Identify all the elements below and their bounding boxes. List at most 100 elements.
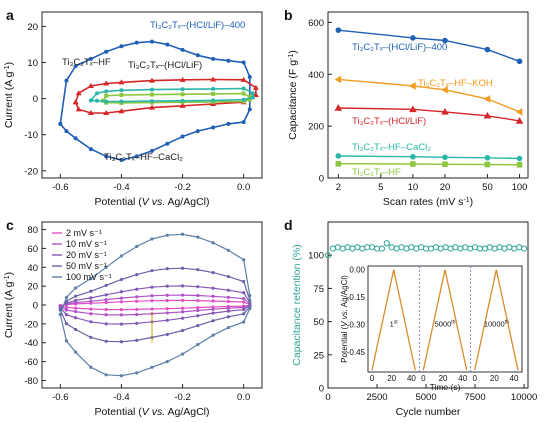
retention-point	[359, 245, 366, 252]
cv-point	[252, 84, 259, 90]
cv-rate-point	[89, 289, 93, 293]
cv-rate-point	[196, 314, 200, 318]
cv-rate-point	[242, 291, 246, 295]
retention-point	[329, 245, 337, 252]
cap-point	[515, 117, 524, 124]
cap-series-label-3: Ti₃C₂Tₓ–HF–CaCl₂	[352, 142, 431, 153]
cv-rate-point	[119, 322, 124, 326]
cv-rate-point	[74, 327, 78, 332]
inset-cycle-label-0: 1st	[390, 319, 399, 328]
x-tick-label: 50	[482, 182, 493, 193]
cv-rate-point	[150, 285, 154, 289]
y-tick-label: -20	[24, 319, 38, 330]
cv-point	[73, 64, 78, 69]
cv-rate-point	[226, 248, 230, 252]
y-tick-label: 0	[33, 301, 38, 312]
y-tick-label: -40	[24, 338, 38, 349]
cv-rate-point	[89, 312, 93, 316]
cv-point	[247, 97, 252, 102]
cv-rate-point	[135, 312, 139, 317]
retention-point	[383, 240, 390, 247]
cap-point	[516, 155, 523, 162]
x-tick-label: 2	[336, 182, 341, 193]
cv-point	[211, 86, 216, 91]
legend-label-4: 100 mV s⁻¹	[66, 272, 112, 282]
cv-rate-point	[242, 312, 246, 316]
cv-rate-point	[104, 265, 108, 269]
cv-rate-point	[242, 307, 246, 312]
cv-rate-point	[150, 307, 154, 311]
cv-rate-point	[211, 286, 215, 290]
panel-b-capacitance-chart: 2 5 10 20 50 100 0 200 400 600 Scan rates (mV s-1)…	[287, 11, 529, 208]
legend-label-1: 10 mV s⁻¹	[66, 239, 107, 249]
cv-rate-point	[74, 306, 78, 310]
cv-point	[104, 99, 109, 104]
cv-rate-point	[64, 313, 69, 317]
cv-rate-point	[150, 365, 154, 369]
cap-point	[335, 153, 342, 159]
cv-rate-point	[180, 316, 185, 320]
cv-point	[211, 91, 216, 96]
panel-a-cv-chart: -0.6 -0.4 -0.2 0.0 -20 -10 0 10 20 Potential (V v…	[3, 11, 263, 208]
cv-point	[211, 125, 216, 130]
cv-point	[88, 98, 93, 103]
retention-point	[506, 244, 513, 251]
cv-rate-point	[242, 258, 246, 262]
retention-point	[339, 245, 346, 252]
cap-point	[483, 111, 492, 119]
y-tick-label: 100	[308, 251, 324, 262]
cv-rate-point	[180, 306, 185, 310]
x-tick-label: -0.6	[52, 392, 68, 403]
y-tick-label: 200	[308, 122, 324, 133]
y-axis-label: Current (A g-1)	[3, 272, 15, 338]
y-tick-label: 40	[27, 263, 38, 274]
cv-rate-point	[165, 359, 169, 364]
cv-rate-point	[150, 294, 154, 298]
y-tick-label: 0	[319, 384, 324, 395]
cv-point	[149, 77, 155, 83]
cv-point	[134, 40, 139, 45]
cv-point	[88, 56, 93, 61]
cv-point	[211, 56, 216, 61]
cv-point	[75, 90, 82, 96]
cv-point	[64, 129, 69, 134]
x-tick-label: 0.0	[237, 182, 250, 193]
y-tick-label: 25	[313, 350, 324, 361]
inset-y-axis-label: Potential (V vs. Ag/AgCl)	[340, 275, 349, 363]
retention-point	[432, 244, 439, 251]
cap-point	[484, 46, 491, 53]
cap-point	[335, 27, 342, 33]
retention-point	[516, 244, 523, 251]
inset-y-tick-label: -0.45	[347, 348, 366, 357]
retention-point	[388, 244, 395, 251]
cv-rate-point	[180, 293, 185, 297]
cv-loop-1	[74, 78, 257, 114]
cv-rate-point	[135, 287, 139, 291]
cv-rate-point	[165, 267, 169, 271]
cv-point	[150, 99, 154, 104]
inset-x-tick-label: 0	[421, 374, 426, 383]
cv-rate-point	[211, 241, 215, 245]
cv-point	[165, 141, 170, 146]
cv-rate-point	[89, 320, 93, 324]
inset-x-tick-label: 40	[510, 374, 519, 383]
series-label-cacl2: Ti₃C₂Tₓ–HF–CaCl₂	[104, 152, 183, 163]
y-tick-label: 80	[27, 225, 38, 236]
cv-rate-point	[196, 285, 200, 289]
cv-point	[103, 110, 110, 116]
cv-rate-point	[196, 235, 200, 239]
cv-rate-point	[135, 295, 139, 299]
plot-frame	[327, 221, 529, 389]
cv-rate-point	[104, 373, 108, 377]
cv-rate-point	[226, 309, 230, 313]
cv-rate-point	[104, 307, 108, 312]
cv-rate-point	[119, 313, 124, 317]
cv-point	[195, 53, 200, 58]
cap-point	[516, 161, 523, 168]
cv-point	[226, 58, 231, 63]
x-tick-label: 2500	[366, 392, 387, 403]
cv-rate-point	[104, 313, 108, 317]
cv-point	[87, 82, 94, 88]
cv-rate-point	[211, 305, 215, 309]
cv-rate-point	[196, 308, 200, 313]
